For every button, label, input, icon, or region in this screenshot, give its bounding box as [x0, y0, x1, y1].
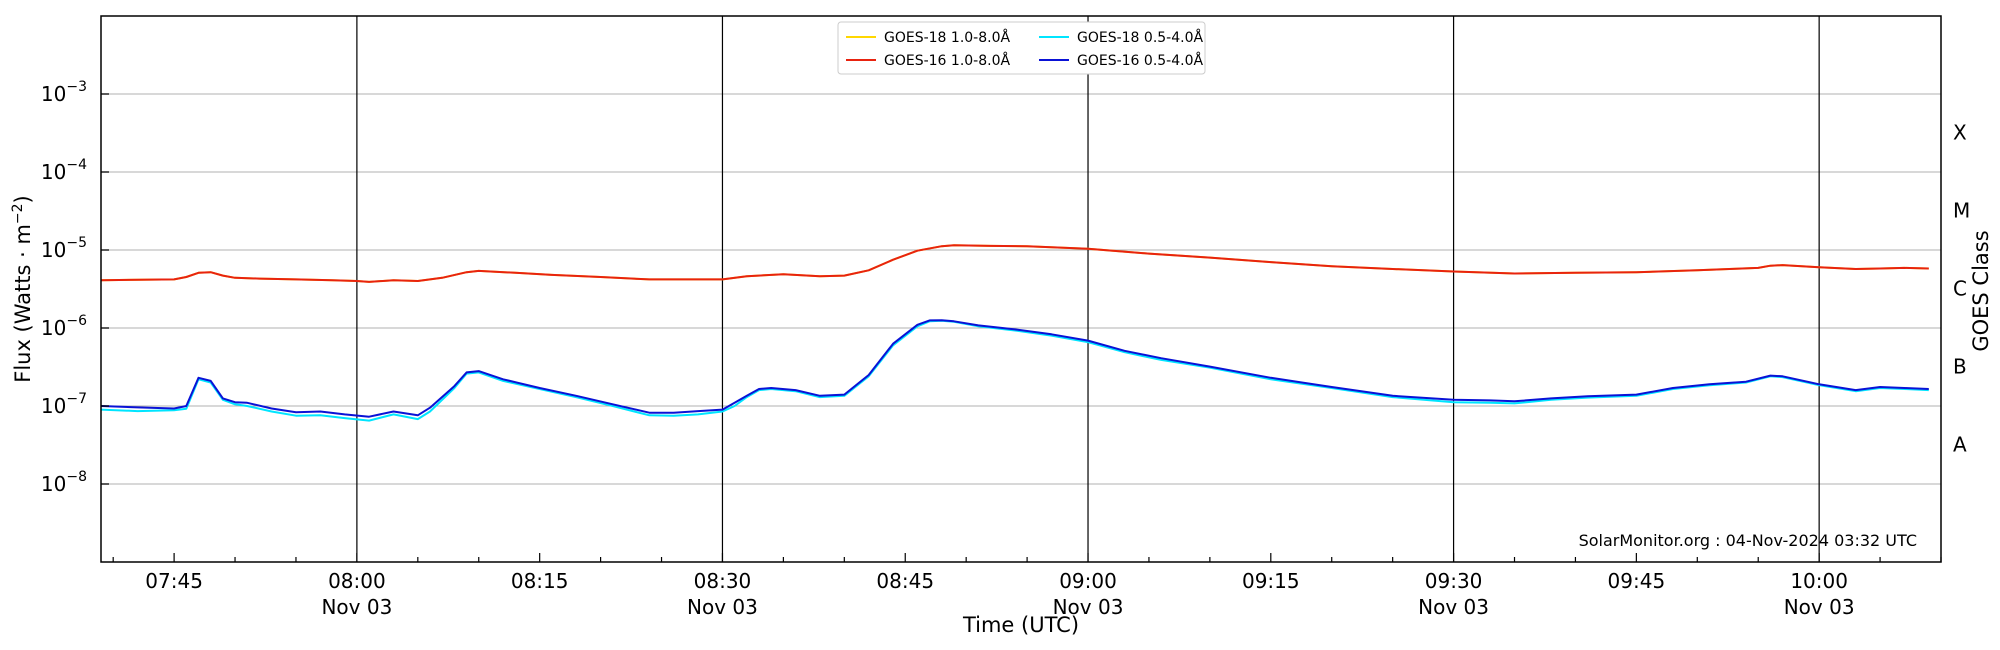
x-tick-label: 10:00 [1790, 569, 1848, 593]
legend-entry: GOES-16 1.0-8.0Å [884, 52, 1010, 69]
vertical-time-lines [356, 16, 1820, 562]
plot-frame [100, 15, 1942, 563]
x-tick-label: 09:00 [1059, 569, 1117, 593]
x-tick-label: 08:30 [694, 569, 752, 593]
x-tick-label: 08:45 [876, 569, 934, 593]
series-line [100, 244, 1929, 283]
x-axis-title: Time (UTC) [962, 613, 1079, 637]
x-tick-label: 09:30 [1425, 569, 1483, 593]
series-line [100, 319, 1929, 422]
goes-class-labels: A B C M X [1953, 121, 1970, 457]
y-axis-title: Flux (Watts · m−2) [10, 195, 35, 383]
y-tick-label: 10−5 [41, 235, 87, 262]
series-lines [100, 244, 1929, 422]
y-axis-title-close: ) [11, 195, 35, 203]
series-line [100, 319, 1929, 418]
y-axis-title-exponent: −2 [10, 203, 26, 224]
y-axis-title-main: Flux (Watts · m [11, 224, 35, 383]
right-axis-title: GOES Class [1969, 230, 1993, 351]
legend-box [837, 21, 1206, 75]
grid-lines [101, 93, 1941, 485]
watermark-text: SolarMonitor.org : 04-Nov-2024 03:32 UTC [1579, 531, 1917, 550]
legend-entry: GOES-18 1.0-8.0Å [884, 29, 1010, 46]
x-tick-date-label: Nov 03 [687, 595, 758, 619]
x-tick-date-label: Nov 03 [1418, 595, 1489, 619]
x-tick-date-label: Nov 03 [1784, 595, 1855, 619]
goes-class-label: A [1953, 433, 1967, 457]
series-line [100, 244, 1929, 283]
goes-class-label: B [1953, 355, 1967, 379]
legend: GOES-18 1.0-8.0Å GOES-18 0.5-4.0Å GOES-16 … [837, 21, 1206, 75]
goes-class-label: M [1953, 199, 1970, 223]
x-tick-label: 09:15 [1242, 569, 1300, 593]
goes-class-label: C [1953, 277, 1967, 301]
y-tick-label: 10−8 [41, 469, 87, 496]
legend-entry: GOES-18 0.5-4.0Å [1077, 29, 1203, 46]
x-tick-label: 08:15 [511, 569, 569, 593]
x-tick-date-label: Nov 03 [1053, 595, 1124, 619]
x-tick-label: 09:45 [1608, 569, 1666, 593]
legend-entry: GOES-16 0.5-4.0Å [1077, 52, 1203, 69]
y-tick-label: 10−6 [41, 313, 87, 340]
goes-class-label: X [1953, 121, 1967, 145]
x-tick-date-label: Nov 03 [321, 595, 392, 619]
y-axis-ticks: 10−8 10−7 10−6 10−5 10−4 10−3 [41, 79, 109, 496]
y-tick-label: 10−3 [41, 79, 87, 106]
y-tick-label: 10−7 [41, 391, 87, 418]
x-tick-label: 07:45 [145, 569, 203, 593]
x-tick-label: 08:00 [328, 569, 386, 593]
y-tick-label: 10−4 [41, 157, 87, 184]
